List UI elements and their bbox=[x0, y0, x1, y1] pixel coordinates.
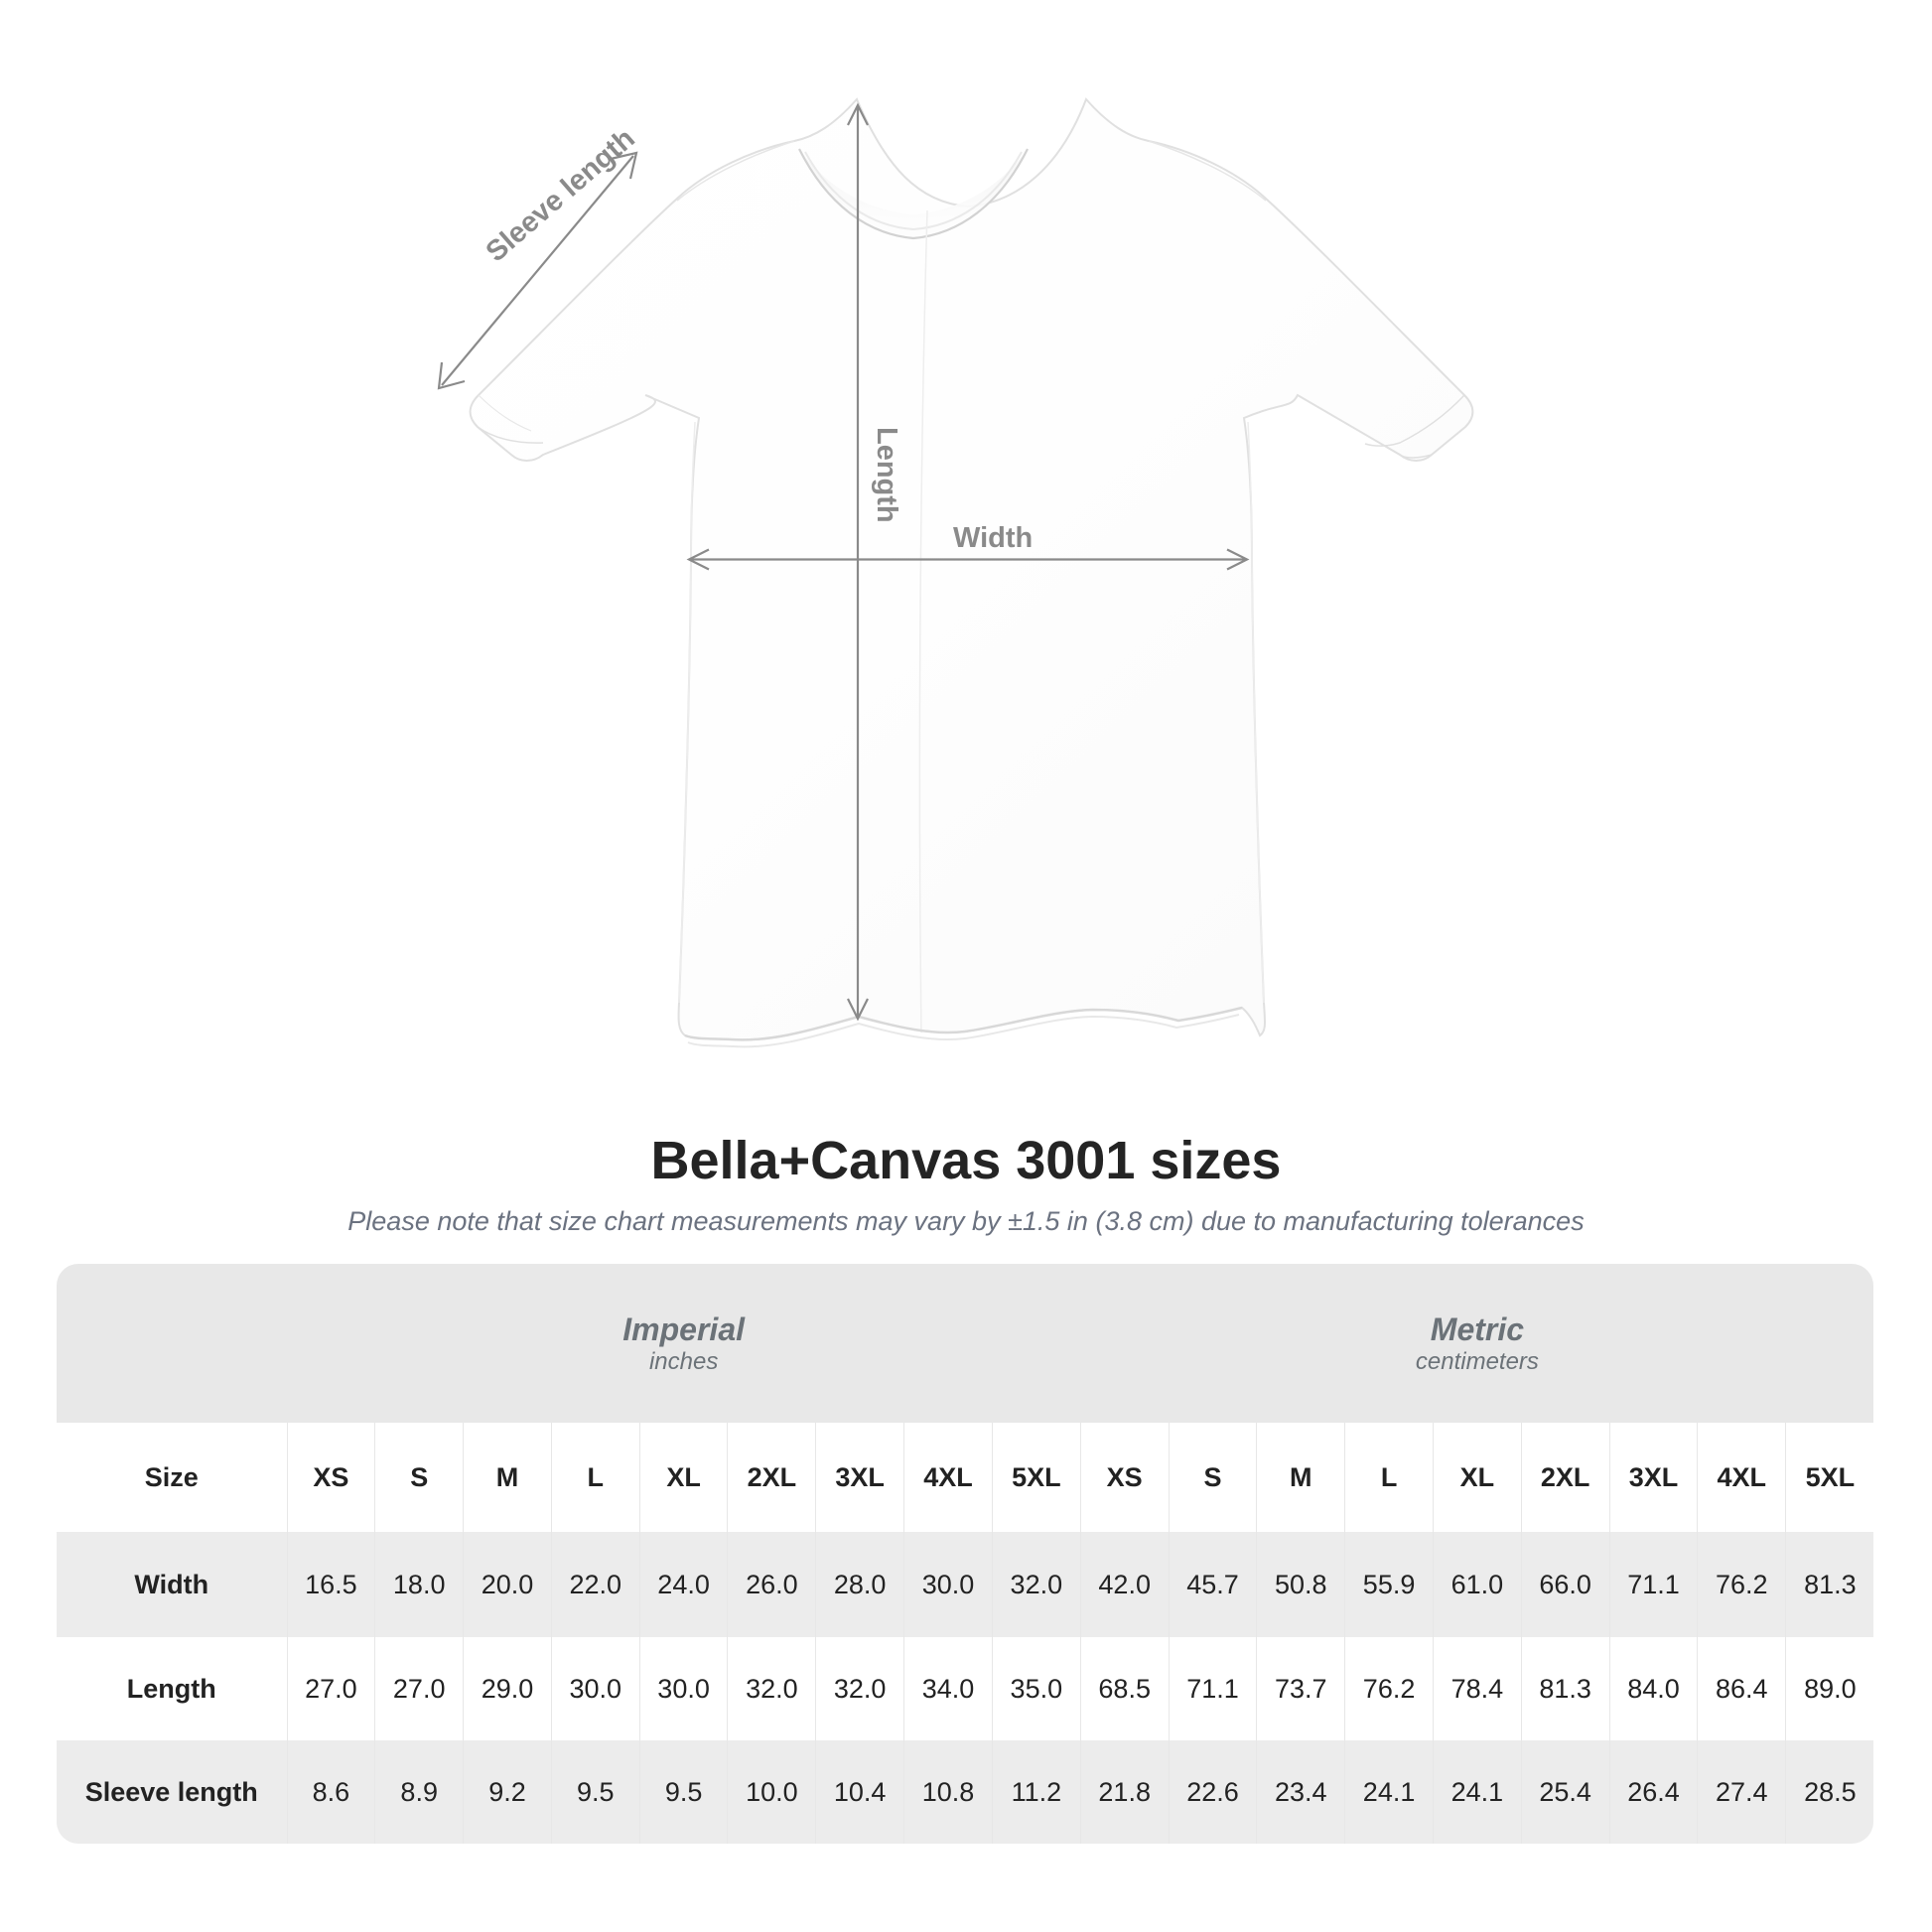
svg-text:Sleeve length: Sleeve length bbox=[481, 122, 641, 268]
svg-text:Length: Length bbox=[871, 427, 902, 523]
svg-text:Width: Width bbox=[953, 522, 1033, 554]
